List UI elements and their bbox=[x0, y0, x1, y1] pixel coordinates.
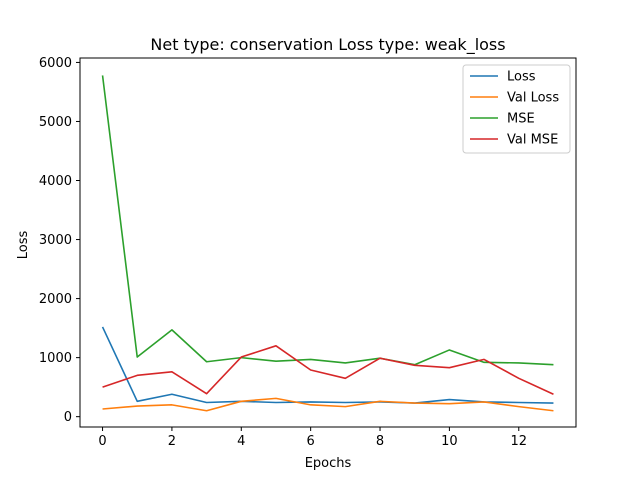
x-tick-label: 4 bbox=[237, 434, 245, 449]
axis-ticks: 0 2 4 6 8 10 12 0 1000 2000 3000 4000 5000 6000 bbox=[39, 56, 527, 449]
x-tick-label: 6 bbox=[307, 434, 315, 449]
legend-label: MSE bbox=[507, 112, 535, 127]
y-tick-label: 2000 bbox=[39, 292, 72, 307]
series-lines bbox=[101, 75, 554, 412]
y-tick-label: 0 bbox=[64, 410, 72, 425]
y-tick-label: 6000 bbox=[39, 56, 72, 71]
x-tick-label: 0 bbox=[98, 434, 106, 449]
y-tick-label: 4000 bbox=[39, 174, 72, 189]
x-tick-label: 12 bbox=[510, 434, 527, 449]
legend-label: Val Loss bbox=[507, 91, 559, 106]
chart-title: Net type: conservation Loss type: weak_l… bbox=[150, 35, 505, 55]
series-line-val-loss bbox=[102, 397, 554, 412]
legend-label: Val MSE bbox=[507, 133, 558, 148]
y-tick-label: 5000 bbox=[39, 115, 72, 130]
legend-label: Loss bbox=[507, 70, 536, 85]
y-tick-label: 1000 bbox=[39, 351, 72, 366]
legend-box bbox=[462, 64, 571, 154]
x-tick-label: 8 bbox=[376, 434, 384, 449]
x-axis-title: Epochs bbox=[305, 456, 352, 471]
x-tick-label: 10 bbox=[441, 434, 458, 449]
y-tick-label: 3000 bbox=[39, 233, 72, 248]
series-line-val-mse bbox=[102, 345, 554, 395]
legend: Loss Val Loss MSE Val MSE bbox=[462, 64, 571, 154]
x-tick-label: 2 bbox=[168, 434, 176, 449]
y-axis-title: Loss bbox=[16, 231, 31, 260]
